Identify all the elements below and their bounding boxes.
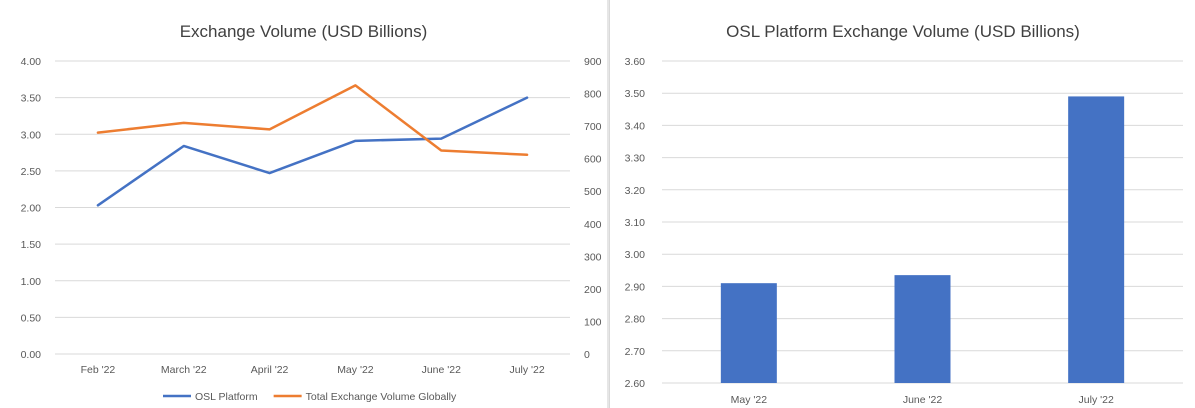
bar [720, 283, 777, 383]
y-tick-label: 3.10 [625, 217, 646, 229]
y-right-tick-label: 300 [584, 251, 602, 263]
y-tick-label: 3.20 [625, 185, 646, 197]
y-left-tick-label: 0.00 [21, 349, 42, 361]
y-tick-label: 3.00 [625, 249, 646, 261]
x-tick-label: April '22 [251, 364, 289, 376]
x-tick-label: May '22 [337, 364, 374, 376]
y-right-tick-label: 100 [584, 316, 602, 328]
y-right-tick-label: 0 [584, 349, 590, 361]
y-left-tick-label: 2.00 [21, 203, 42, 215]
y-right-tick-label: 600 [584, 154, 602, 166]
y-left-tick-label: 3.00 [21, 129, 42, 141]
y-left-tick-label: 1.50 [21, 239, 42, 251]
y-right-tick-label: 200 [584, 284, 602, 296]
y-right-tick-label: 800 [584, 89, 602, 101]
legend-label: Total Exchange Volume Globally [306, 391, 457, 403]
y-left-tick-label: 4.00 [21, 56, 42, 68]
bar [1068, 96, 1125, 384]
y-tick-label: 3.60 [625, 56, 646, 68]
line-chart-title: Exchange Volume (USD Billions) [179, 22, 428, 41]
y-tick-label: 2.70 [625, 346, 646, 358]
y-right-tick-label: 700 [584, 121, 602, 133]
x-tick-label: March '22 [161, 364, 207, 376]
series-line-right [96, 84, 529, 157]
y-tick-label: 2.80 [625, 314, 646, 326]
x-tick-label: July '22 [509, 364, 544, 376]
line-chart-svg: 4.00 3.50 3.00 2.50 2.00 1.50 1.00 0.50 0.00 900 8… [21, 56, 602, 403]
y-tick-label: 3.50 [625, 88, 646, 100]
x-tick-label: Feb '22 [81, 364, 116, 376]
bar-chart-title: OSL Platform Exchange Volume (USD Billio… [726, 22, 1080, 41]
x-tick-label: June '22 [903, 394, 943, 406]
y-tick-label: 2.60 [625, 378, 646, 390]
x-tick-label: July '22 [1079, 394, 1114, 406]
y-tick-label: 3.30 [625, 153, 646, 165]
y-right-tick-label: 400 [584, 219, 602, 231]
series-line-left [96, 96, 529, 207]
y-right-tick-label: 900 [584, 56, 602, 68]
legend-label: OSL Platform [195, 391, 258, 403]
bar [894, 275, 951, 383]
y-left-tick-label: 2.50 [21, 166, 42, 178]
x-tick-label: June '22 [422, 364, 462, 376]
y-left-tick-label: 0.50 [21, 312, 42, 324]
y-right-tick-label: 500 [584, 186, 602, 198]
y-left-tick-label: 1.00 [21, 276, 42, 288]
y-tick-label: 2.90 [625, 281, 646, 293]
bar-chart-panel: OSL Platform Exchange Volume (USD Billio… [609, 0, 1195, 408]
x-tick-label: May '22 [731, 394, 768, 406]
y-tick-label: 3.40 [625, 120, 646, 132]
panel-divider [607, 0, 609, 408]
bar-chart-svg: 3.60 3.50 3.40 3.30 3.20 3.10 3.00 2.90 2.80 2.70… [625, 56, 1183, 406]
line-chart-panel: Exchange Volume (USD Billions) 4.00 3.50 3… [20, 0, 608, 408]
y-left-tick-label: 3.50 [21, 93, 42, 105]
